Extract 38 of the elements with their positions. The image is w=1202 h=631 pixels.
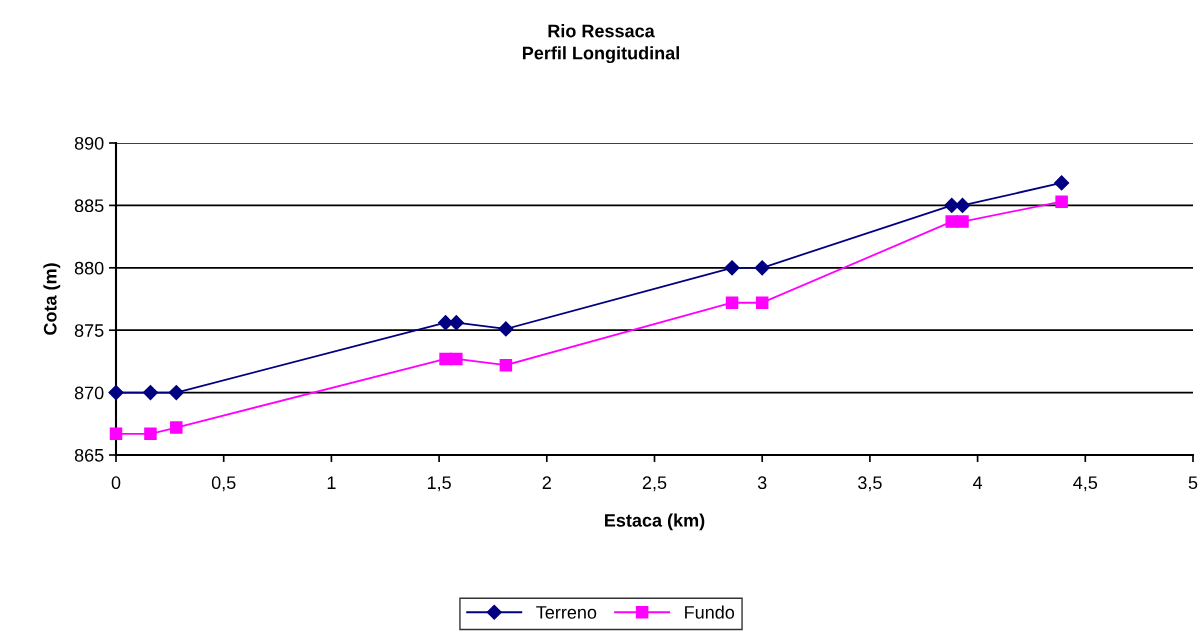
y-tick-label: 865 (74, 448, 104, 462)
x-tick-label: 3 (757, 476, 767, 490)
legend-label: Fundo (685, 605, 735, 619)
point (724, 260, 740, 276)
x-tick-label: 5 (1188, 476, 1198, 490)
legend-label: Terreno (536, 606, 597, 619)
point (142, 385, 159, 401)
y-tick-label: 870 (74, 386, 104, 400)
x-tick-label: 1,5 (427, 476, 451, 492)
x-tick-label: 2 (542, 476, 551, 489)
point (450, 352, 463, 366)
x-tick-label: 0,5 (211, 476, 236, 492)
x-tick-label: 3,5 (858, 476, 882, 492)
point (1055, 195, 1068, 208)
point (956, 215, 969, 228)
chart-title: Rio Ressaca Perfil Longitudinal (522, 24, 679, 64)
x-tick-label: 4 (972, 476, 983, 489)
point (168, 385, 184, 401)
x-tick-label: 2,5 (642, 476, 667, 492)
x-tick-label: 4,5 (1073, 476, 1098, 492)
y-tick-label: 875 (74, 324, 104, 337)
point (1054, 175, 1070, 191)
point (498, 321, 514, 337)
point (499, 358, 513, 372)
point (755, 296, 769, 309)
x-axis-title: Estaca (km) (605, 513, 705, 531)
x-tick-label: 0 (111, 476, 121, 490)
point (109, 427, 123, 441)
y-tick-label: 885 (74, 199, 104, 213)
point (725, 296, 739, 309)
y-tick-label: 880 (74, 261, 104, 275)
point (170, 421, 183, 434)
point (108, 385, 124, 401)
y-axis-title: Cota (m) (43, 263, 61, 335)
point (754, 260, 770, 276)
point (144, 427, 157, 441)
x-tick-label: 1 (327, 476, 336, 489)
y-tick-label: 890 (74, 136, 104, 150)
